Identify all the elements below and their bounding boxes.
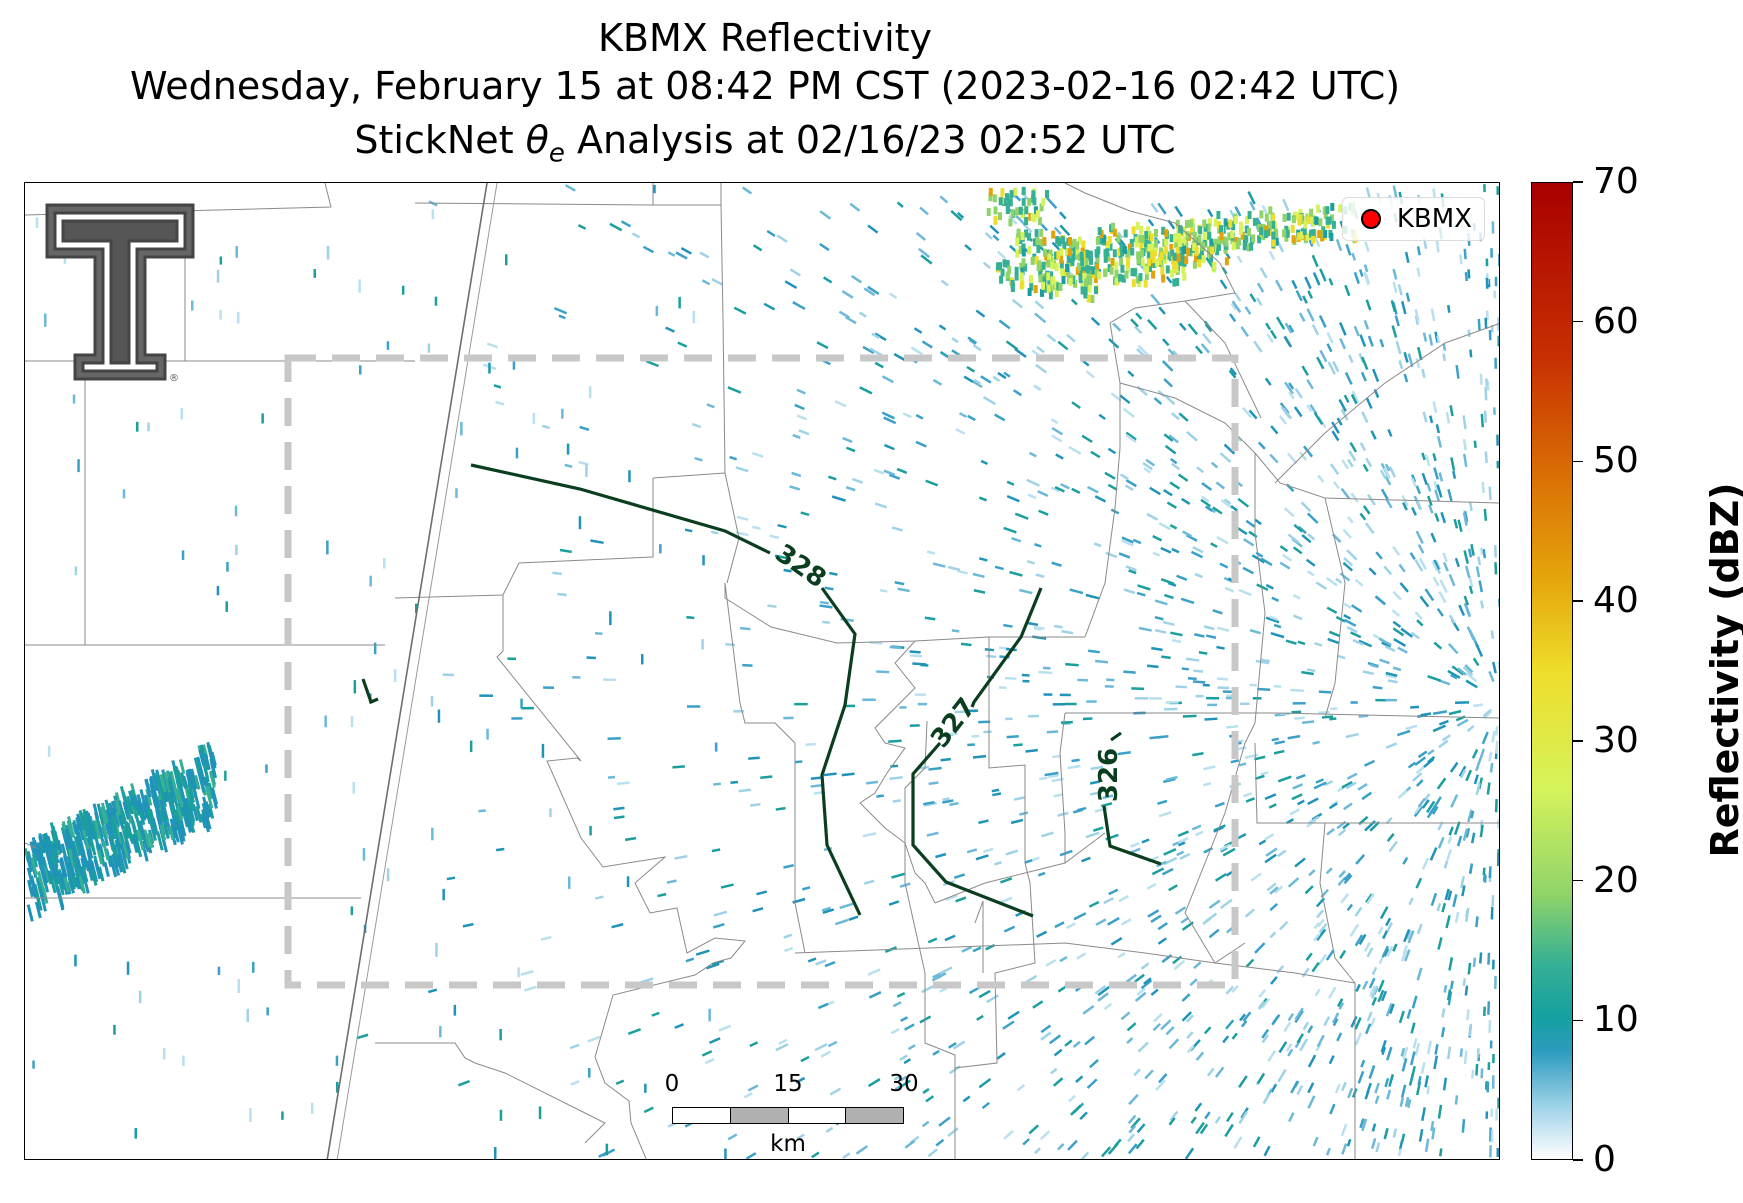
county-line <box>496 595 746 1159</box>
analysis-box <box>284 354 1239 989</box>
scale-tick-15: 15 <box>773 1071 803 1097</box>
contour-328 <box>470 463 771 555</box>
reflectivity-layer <box>25 184 1499 1159</box>
contour-label-326: 326 <box>1094 748 1124 802</box>
small-contour <box>361 678 379 705</box>
county-line <box>1214 962 1356 1159</box>
county-line <box>904 720 956 1159</box>
county-boundaries <box>25 183 1499 1159</box>
state-boundary <box>336 183 498 1159</box>
county-line <box>1184 862 1216 964</box>
colorbar-tick <box>1573 879 1583 882</box>
scale-tick-30: 30 <box>889 1071 919 1097</box>
contour-326 <box>1102 805 1162 866</box>
colorbar-tick <box>1573 181 1583 183</box>
colorbar-tick <box>1573 460 1583 463</box>
colorbar-tick <box>1573 1019 1583 1022</box>
legend-label: KBMX <box>1396 204 1472 234</box>
map-panel[interactable]: 328 327 326 ® KBMX 0 15 30 km <box>24 182 1500 1160</box>
colorbar-tick <box>1573 1159 1583 1161</box>
colorbar-tick <box>1573 740 1583 742</box>
contour-327 <box>970 587 1043 708</box>
scale-bar-segments <box>672 1107 904 1124</box>
colorbar-tick-label: 70 <box>1593 161 1639 202</box>
colorbar-tick-label: 10 <box>1593 999 1639 1041</box>
colorbar-label: Reflectivity (dBZ) <box>1703 482 1743 858</box>
county-line <box>794 942 1246 964</box>
county-line <box>1065 712 1499 719</box>
county-line <box>1059 712 1066 863</box>
scale-tick-0: 0 <box>664 1071 680 1097</box>
logo-registered-mark: ® <box>169 373 179 383</box>
county-line <box>1064 183 1236 638</box>
scale-bar: 0 15 30 km <box>645 1071 919 1159</box>
contour-328 <box>820 587 862 916</box>
county-line <box>859 640 936 904</box>
county-line <box>724 582 806 954</box>
county-line <box>653 183 722 206</box>
colorbar-tick <box>1573 600 1583 602</box>
title-analysis-prefix: StickNet <box>354 118 526 162</box>
colorbar-tick-label: 20 <box>1593 859 1639 901</box>
title-radar: KBMX Reflectivity <box>597 16 933 60</box>
contour-label-328: 328 <box>770 539 832 595</box>
county-line <box>1254 453 1266 724</box>
scale-unit: km <box>770 1131 806 1157</box>
colorbar-tick-label: 0 <box>1593 1139 1616 1180</box>
county-line <box>974 900 984 973</box>
radar-marker-icon <box>1360 209 1381 229</box>
county-line <box>1184 300 1262 419</box>
title-analysis: StickNet θe Analysis at 02/16/23 02:52 U… <box>0 118 1530 176</box>
title-analysis-suffix: Analysis at 02/16/23 02:52 UTC <box>564 118 1176 162</box>
contour-327 <box>911 741 1034 918</box>
theta-subscript: e <box>548 138 565 169</box>
logo-double-t-core <box>61 219 179 365</box>
county-line <box>720 204 740 584</box>
legend: KBMX <box>1341 197 1485 241</box>
state-boundary <box>326 183 488 1159</box>
county-line <box>1324 497 1346 719</box>
colorbar-tick-label: 60 <box>1593 300 1639 342</box>
county-line <box>652 472 726 479</box>
county-line <box>1319 822 1356 984</box>
county-line <box>1204 722 1256 864</box>
county-line <box>1254 742 1499 824</box>
county-line <box>375 1042 606 1144</box>
texas-tech-logo: ® <box>45 203 195 383</box>
map-canvas[interactable]: 328 327 326 <box>25 183 1500 1160</box>
colorbar-tick <box>1573 320 1583 323</box>
colorbar-tick-label: 50 <box>1593 440 1639 482</box>
county-line <box>414 183 654 206</box>
colorbar-tick-label: 40 <box>1593 580 1639 622</box>
title-datetime: Wednesday, February 15 at 08:42 PM CST (… <box>129 64 1401 108</box>
contour-labels: 328 327 326 <box>770 539 1124 803</box>
colorbar-tick-label: 30 <box>1593 719 1639 761</box>
county-line <box>1274 323 1499 484</box>
county-line <box>394 478 654 599</box>
theta-e-contours <box>361 463 1162 918</box>
colorbar <box>1531 182 1573 1160</box>
county-line <box>954 637 1036 1159</box>
county-line <box>25 842 38 849</box>
county-line <box>934 832 1106 904</box>
theta-symbol: θ <box>525 118 549 162</box>
contour-326 <box>1110 731 1122 742</box>
